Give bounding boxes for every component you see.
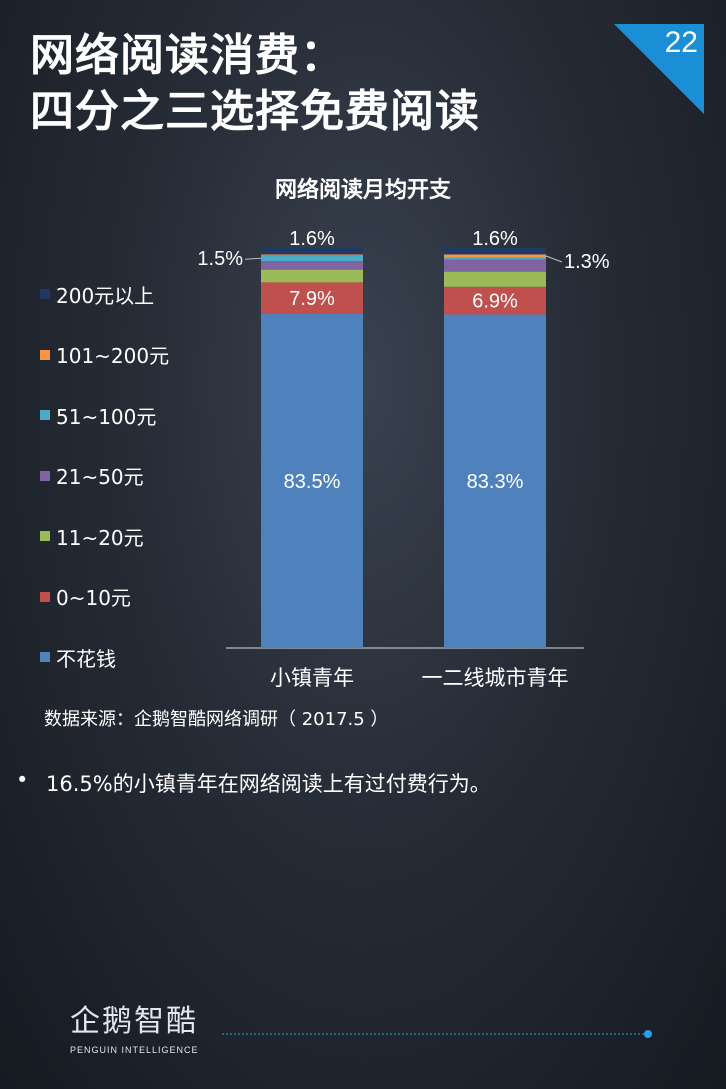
bar-segment [444,286,546,315]
bar-segment [444,314,546,648]
chart-title: 网络阅读月均开支 [274,178,451,203]
data-label: 83.5% [284,471,341,493]
penguin-intelligence-logo: 企鹅智酷 PENGUIN INTELLIGENCE [70,1004,199,1056]
data-label: 1.3% [564,251,610,273]
bullet-marker: • [16,768,29,792]
bar-segment [261,269,363,283]
stacked-bar-chart: 83.5% 7.9% 1.5% 1.6% 小镇青年 83.3% 6.9% 1.3% 1.6% 一二… [197,228,610,690]
chart-legend: 200元以上 101~200元 51~100元 21~50元 11~20元 0~10元不花… [40,264,169,688]
legend-label: 21~50元 [56,465,144,490]
title-line-1: 网络阅读消费： [30,30,345,81]
bar-segment [444,248,546,255]
leader-line [545,255,563,263]
data-source-note: 数据来源：企鹅智酷网络调研（ 2017.5 ） [44,709,389,730]
bar-segment [444,259,546,272]
leader-line [244,257,262,260]
data-label: 7.9% [289,288,335,310]
data-label: 1.6% [289,228,335,250]
bullet-text: 16.5%的小镇青年在网络阅读上有过付费行为。 [46,772,491,796]
legend-swatch [40,410,50,421]
bar-segment [444,257,546,260]
legend-item: 101~200元 [40,325,169,386]
bar-segment [444,254,546,258]
data-label: 1.6% [472,228,518,250]
legend-label: 101~200元 [56,344,170,369]
legend-swatch [40,470,50,481]
footer-dot-icon [644,1030,652,1038]
bar-segment [261,248,363,255]
legend-item: 不花钱 [40,627,169,688]
bar-segment [261,314,363,648]
data-label: 1.5% [197,248,243,270]
legend-item: 0~10元 [40,567,169,628]
legend-item: 11~20元 [40,506,169,567]
legend-swatch [40,289,50,300]
page-title: 网络阅读消费： 四分之三选择免费阅读 [30,28,480,140]
legend-label: 51~100元 [56,404,157,429]
bar-segment [261,254,363,256]
legend-label: 11~20元 [56,525,144,550]
legend-label: 不花钱 [56,646,116,671]
page-corner-triangle [614,24,704,114]
legend-swatch [40,591,50,602]
legend-swatch [40,652,50,663]
logo-text: 企鹅智酷 [70,1004,198,1039]
legend-swatch [40,349,50,360]
bar-segment [261,282,363,314]
data-label: 6.9% [472,291,518,313]
category-label: 一二线城市青年 [422,666,569,690]
legend-item: 21~50元 [40,446,169,507]
legend-swatch [40,531,50,542]
legend-item: 200元以上 [40,264,169,325]
title-line-2: 四分之三选择免费阅读 [30,86,480,137]
bar-segment [261,261,363,270]
legend-item: 51~100元 [40,385,169,446]
category-label: 小镇青年 [270,666,354,690]
legend-label: 0~10元 [56,586,131,611]
logo-subtitle: PENGUIN INTELLIGENCE [70,1045,199,1055]
data-label: 83.3% [467,471,524,493]
bar-segment [444,271,546,287]
bar-segment [261,255,363,262]
page-number: 22 [664,26,698,59]
legend-label: 200元以上 [56,283,155,308]
bullet-point: • 16.5%的小镇青年在网络阅读上有过付费行为。 [16,768,491,798]
